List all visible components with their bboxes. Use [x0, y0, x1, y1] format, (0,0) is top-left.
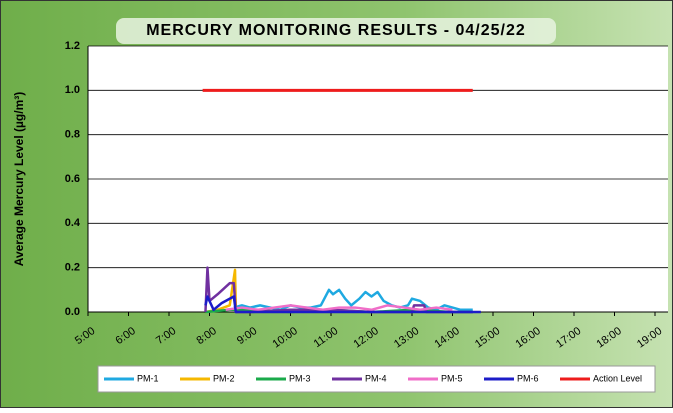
legend-label: PM-2 [213, 373, 235, 383]
y-tick-label: 0.6 [65, 173, 80, 185]
y-tick-label: 1.2 [65, 40, 80, 52]
y-tick-label: 0.2 [65, 262, 80, 274]
legend-label: PM-4 [365, 373, 387, 383]
y-tick-label: 0.8 [65, 129, 80, 141]
legend-label: PM-6 [517, 373, 539, 383]
y-tick-label: 0.4 [65, 217, 81, 229]
y-tick-label: 0.0 [65, 306, 80, 318]
title-box [116, 18, 556, 44]
chart-title: MERCURY MONITORING RESULTS - 04/25/22 [146, 22, 526, 39]
series-line [204, 266, 473, 314]
legend-label: PM-3 [289, 373, 311, 383]
y-axis-label: Average Mercury Level (µg/m³) [12, 92, 26, 267]
legend-label: Action Level [593, 373, 642, 383]
y-tick-label: 1.0 [65, 84, 80, 96]
legend-label: PM-5 [441, 373, 463, 383]
series-line [204, 295, 481, 314]
legend-label: PM-1 [137, 373, 159, 383]
series-line [225, 304, 453, 312]
